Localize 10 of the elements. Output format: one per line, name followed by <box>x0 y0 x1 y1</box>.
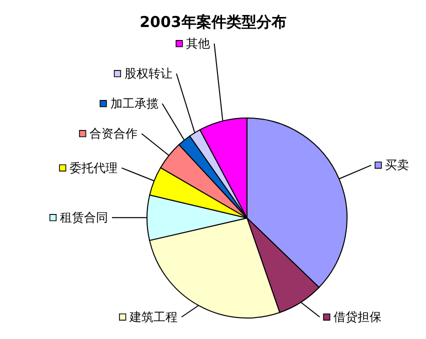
legend-label: 股权转让 <box>124 66 172 81</box>
legend-label: 建筑工程 <box>128 310 178 324</box>
legend-label: 合资合作 <box>90 126 138 141</box>
chart-title: 2003年案件类型分布 <box>140 13 286 31</box>
legend-label: 买卖 <box>385 158 410 172</box>
legend-label: 借贷担保 <box>334 310 382 324</box>
legend-label: 加工承揽 <box>110 96 158 111</box>
legend-label: 其他 <box>186 36 210 51</box>
legend-label: 委托代理 <box>70 160 118 175</box>
legend-label: 租赁合同 <box>60 210 108 225</box>
